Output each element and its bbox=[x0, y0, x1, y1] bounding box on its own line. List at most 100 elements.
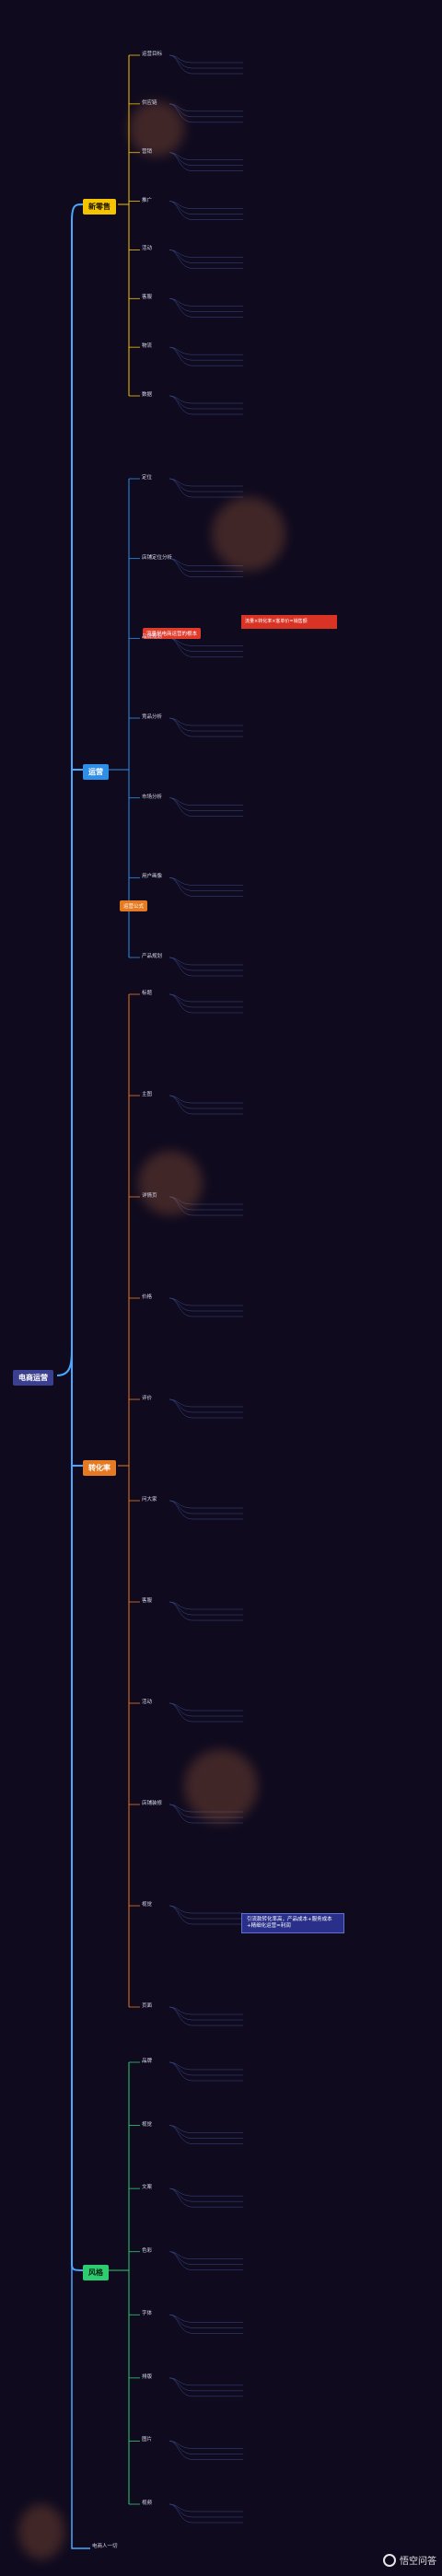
b4-item[interactable]: 文案 bbox=[142, 2185, 153, 2191]
connector-line bbox=[169, 797, 243, 817]
b4-item[interactable]: 排版 bbox=[142, 2373, 153, 2380]
b3-item[interactable]: 活动 bbox=[142, 1700, 153, 1705]
connector-line bbox=[169, 2125, 243, 2144]
branch-xinlingshou[interactable]: 新零售 bbox=[83, 199, 116, 215]
b1-item[interactable]: 活动 bbox=[142, 246, 153, 252]
connector-line bbox=[169, 1500, 243, 1509]
decoration-glow bbox=[138, 1151, 203, 1215]
branch-zhuanhualv[interactable]: 转化率 bbox=[83, 1460, 116, 1476]
connector-line bbox=[169, 54, 243, 75]
b2-highlight-note: 流量×转化率×客单价=销售额 bbox=[241, 615, 337, 629]
connector-line bbox=[169, 1905, 243, 1914]
connector-line bbox=[169, 201, 243, 220]
b1-item[interactable]: 营销 bbox=[142, 148, 153, 155]
b3-item[interactable]: 视觉 bbox=[142, 1902, 153, 1908]
connector-line bbox=[169, 1601, 243, 1621]
connector-line bbox=[169, 993, 243, 1014]
b3-item[interactable]: 问大家 bbox=[142, 1497, 157, 1503]
b4-item[interactable]: 视觉 bbox=[142, 2121, 153, 2128]
connector-line bbox=[169, 1601, 243, 1610]
wukong-logo-icon bbox=[383, 2553, 396, 2567]
b2-item[interactable]: 用户画像 bbox=[142, 874, 163, 880]
b3-item[interactable]: 标题 bbox=[142, 991, 153, 996]
connector-line bbox=[169, 2187, 243, 2197]
connector-line bbox=[169, 152, 243, 160]
connector-line bbox=[169, 2441, 243, 2460]
connector-line bbox=[169, 298, 243, 318]
b2-item[interactable]: 市场分析 bbox=[142, 794, 163, 800]
connector-line bbox=[169, 2503, 243, 2512]
connector-line bbox=[169, 797, 243, 806]
b4-item[interactable]: 色彩 bbox=[142, 2247, 153, 2254]
b2-item[interactable]: 定位 bbox=[142, 475, 153, 481]
connector-line bbox=[169, 957, 243, 977]
connector-line bbox=[71, 2265, 90, 2549]
b1-item[interactable]: 客服 bbox=[142, 295, 153, 301]
connector-line bbox=[169, 1095, 243, 1104]
b4-item[interactable]: 品牌 bbox=[142, 2059, 153, 2064]
b4-item[interactable]: 字体 bbox=[142, 2311, 153, 2317]
b1-item[interactable]: 运营目标 bbox=[142, 52, 163, 57]
connector-line bbox=[56, 203, 84, 1376]
b3-item[interactable]: 店铺装修 bbox=[142, 1801, 163, 1806]
b1-item[interactable]: 物流 bbox=[142, 343, 153, 350]
b1-item[interactable]: 供应链 bbox=[142, 99, 157, 106]
connector-line bbox=[169, 957, 243, 966]
connector-line bbox=[169, 1804, 243, 1824]
connector-line bbox=[169, 249, 243, 269]
connector-line bbox=[169, 638, 243, 646]
b3-item[interactable]: 主图 bbox=[142, 1092, 153, 1097]
connector-line bbox=[169, 1500, 243, 1520]
connector-line bbox=[169, 2187, 243, 2208]
b3-item[interactable]: 价格 bbox=[142, 1294, 153, 1300]
root-node[interactable]: 电商运营 bbox=[13, 1370, 53, 1386]
connector-line bbox=[169, 1196, 243, 1216]
connector-line bbox=[169, 249, 243, 258]
branch-yunying[interactable]: 运营 bbox=[83, 764, 109, 780]
connector-line bbox=[169, 152, 243, 171]
connector-line bbox=[169, 877, 243, 886]
b1-item[interactable]: 数据 bbox=[142, 392, 153, 398]
connector-line bbox=[169, 1702, 243, 1712]
b3-item[interactable]: 详情页 bbox=[142, 1193, 157, 1199]
connector-line bbox=[169, 2006, 243, 2015]
connector-line bbox=[169, 2251, 243, 2270]
connector-line bbox=[169, 395, 243, 404]
connector-line bbox=[169, 1095, 243, 1115]
decoration-glow bbox=[212, 497, 285, 571]
connector-line bbox=[169, 103, 243, 112]
b4-item[interactable]: 图片 bbox=[142, 2437, 153, 2443]
b2-pill-traffic[interactable]: 流量是电商运营的根本 bbox=[143, 628, 202, 639]
b2-item[interactable]: 品牌规划 bbox=[142, 634, 163, 641]
connector-line bbox=[169, 993, 243, 1003]
connector-line bbox=[169, 2441, 243, 2449]
decoration-glow bbox=[18, 2504, 64, 2559]
connector-line bbox=[169, 1905, 243, 1925]
connector-line bbox=[169, 717, 243, 737]
b1-item[interactable]: 推广 bbox=[142, 197, 153, 203]
b3-item[interactable]: 评价 bbox=[142, 1396, 153, 1401]
b3-item[interactable]: 客服 bbox=[142, 1598, 153, 1604]
connector-line bbox=[169, 1297, 243, 1306]
connector-line bbox=[169, 1398, 243, 1408]
connector-line bbox=[169, 2315, 243, 2323]
end-node[interactable]: 电商人一切 bbox=[92, 2544, 118, 2549]
connector-line bbox=[169, 2377, 243, 2397]
b2-item[interactable]: 店铺定位分析 bbox=[142, 554, 173, 561]
b2-pill-formula[interactable]: 运营公式 bbox=[120, 900, 148, 911]
b2-item[interactable]: 竞品分析 bbox=[142, 714, 163, 720]
connector-line bbox=[169, 1398, 243, 1419]
b2-item[interactable]: 产品规划 bbox=[142, 954, 163, 959]
connector-line bbox=[169, 717, 243, 726]
connector-line bbox=[169, 478, 243, 487]
connector-line bbox=[169, 1702, 243, 1723]
b4-item[interactable]: 视频 bbox=[142, 2501, 153, 2506]
connector-line bbox=[169, 2061, 243, 2082]
b3-item[interactable]: 页面 bbox=[142, 2003, 153, 2009]
connector-line bbox=[169, 478, 243, 498]
connector-line bbox=[169, 2377, 243, 2386]
connector-line bbox=[169, 346, 243, 366]
branch-fengge[interactable]: 风格 bbox=[83, 2265, 109, 2280]
connector-line bbox=[169, 877, 243, 897]
